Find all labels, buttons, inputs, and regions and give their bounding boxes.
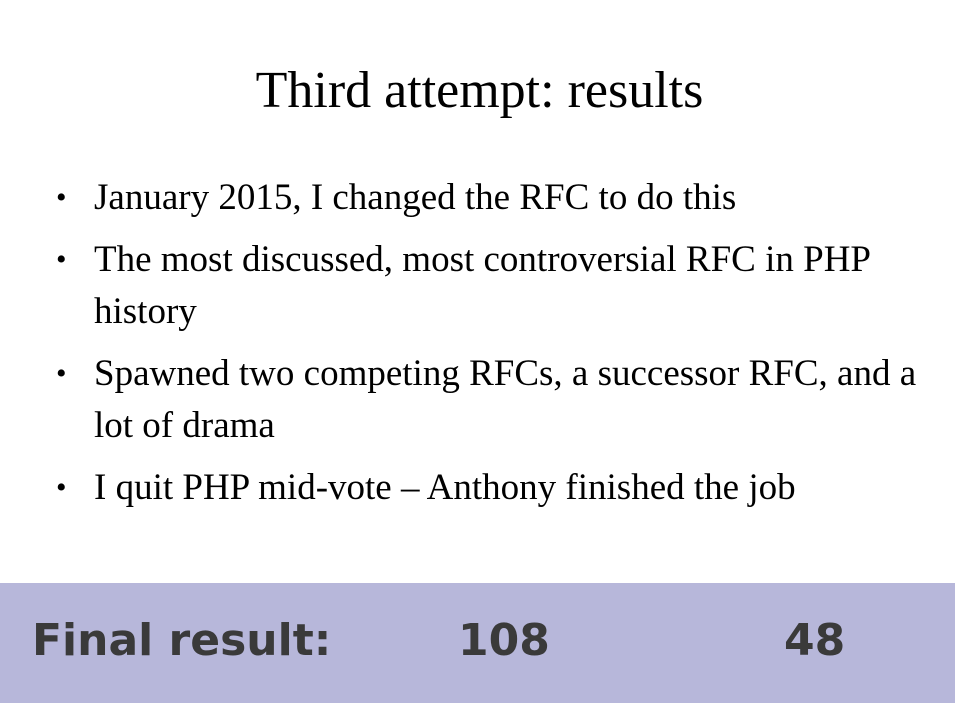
bullet-item: • The most discussed, most controversial…: [56, 234, 936, 338]
bullet-icon: •: [56, 181, 67, 214]
bullet-icon: •: [56, 357, 67, 390]
bullet-item: • Spawned two competing RFCs, a successo…: [56, 348, 936, 452]
slide-title: Third attempt: results: [255, 62, 704, 119]
bullet-icon: •: [56, 471, 67, 504]
final-result-label: Final result:: [32, 615, 332, 666]
bullet-text: I quit PHP mid-vote – Anthony finished t…: [94, 467, 796, 508]
yes-vote-count: 108: [458, 615, 550, 666]
bullet-text: Spawned two competing RFCs, a successor …: [94, 353, 917, 446]
bullet-text: The most discussed, most controversial R…: [94, 239, 870, 332]
no-vote-count: 48: [784, 615, 846, 666]
bullet-item: • January 2015, I changed the RFC to do …: [56, 172, 936, 224]
bullet-item: • I quit PHP mid-vote – Anthony finished…: [56, 462, 936, 514]
bullet-text: January 2015, I changed the RFC to do th…: [94, 177, 737, 218]
bullet-list: • January 2015, I changed the RFC to do …: [56, 172, 936, 524]
final-result-bar: Final result: 108 48: [0, 583, 955, 703]
bullet-icon: •: [56, 243, 67, 276]
